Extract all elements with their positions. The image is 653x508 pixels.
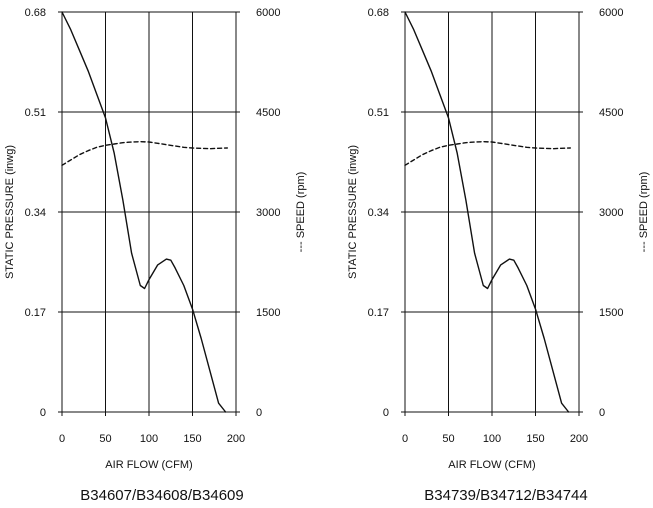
y-axis-title-right: --- SPEED (rpm)	[295, 172, 307, 253]
plot-frame	[404, 11, 580, 413]
y-tick-label-left: 0.34	[25, 207, 46, 219]
y-tick-label-right: 3000	[599, 207, 623, 219]
y-tick-label-right: 3000	[256, 207, 280, 219]
y-tick-label-left: 0.17	[25, 307, 46, 319]
x-tick-label: 50	[442, 433, 454, 445]
x-tick-label: 50	[99, 433, 111, 445]
y-tick-label-left: 0.51	[368, 107, 389, 119]
y-tick-label-left: 0.17	[368, 307, 389, 319]
x-tick-label: 100	[483, 433, 501, 445]
y-tick-label-left: 0.51	[25, 107, 46, 119]
x-tick-label: 150	[526, 433, 544, 445]
static-pressure-curve	[61, 11, 227, 413]
y-tick-label-left: 0	[40, 407, 46, 419]
y-tick-label-right: 4500	[256, 107, 280, 119]
y-tick-label-left: 0.34	[368, 207, 389, 219]
y-tick-label-right: 1500	[599, 307, 623, 319]
y-tick-label-right: 4500	[599, 107, 623, 119]
y-axis-title-left: STATIC PRESSURE (inwg)	[347, 145, 359, 279]
chart-caption: B34739/B34712/B34744	[424, 487, 587, 504]
y-tick-label-right: 1500	[256, 307, 280, 319]
x-axis-title: AIR FLOW (CFM)	[105, 459, 192, 471]
y-tick-label-left: 0	[383, 407, 389, 419]
x-tick-label: 150	[183, 433, 201, 445]
chart-panel-right: B34739/B34712/B34744 0 50 100 150 200 0 0 0.17 1…	[347, 7, 650, 504]
speed-curve-dashed	[404, 140, 571, 167]
x-tick-label: 100	[140, 433, 158, 445]
plot-frame	[61, 11, 237, 413]
y-tick-label-right: 0	[599, 407, 605, 419]
y-tick-label-right: 6000	[256, 7, 280, 19]
y-tick-label-right: 6000	[599, 7, 623, 19]
speed-curve-dashed	[61, 140, 229, 167]
x-tick-label: 200	[570, 433, 588, 445]
y-tick-label-left: 0.68	[368, 7, 389, 19]
y-axis-title-left: STATIC PRESSURE (inwg)	[4, 145, 16, 279]
x-tick-label: 200	[227, 433, 245, 445]
y-tick-label-left: 0.68	[25, 7, 46, 19]
chart-caption: B34607/B34608/B34609	[80, 487, 243, 504]
x-axis-title: AIR FLOW (CFM)	[448, 459, 535, 471]
y-tick-label-right: 0	[256, 407, 262, 419]
chart-panel-left: B34607/B34608/B34609 0 50 100 150 200 0 0 0.17 1…	[4, 7, 307, 504]
x-tick-label: 0	[402, 433, 408, 445]
static-pressure-curve	[404, 11, 570, 413]
x-tick-label: 0	[59, 433, 65, 445]
y-axis-title-right: --- SPEED (rpm)	[638, 172, 650, 253]
